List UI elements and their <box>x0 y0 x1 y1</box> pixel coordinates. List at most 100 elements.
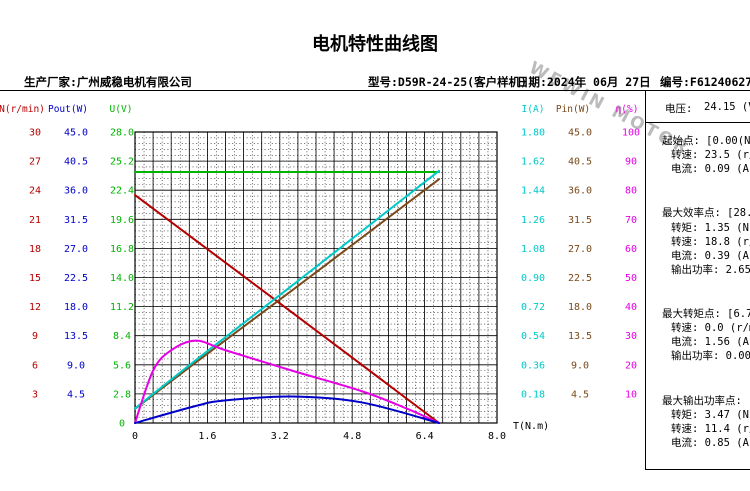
x-axis-label: T(N.m) <box>513 421 549 432</box>
y-tick-label: 22.5 <box>568 273 592 284</box>
y-tick-label: 2.8 <box>113 389 131 400</box>
y-tick-label: 45.0 <box>568 128 592 139</box>
y-tick-label: 14.0 <box>110 273 134 284</box>
x-tick-label: 1.6 <box>198 431 216 442</box>
y-tick-label: 27.0 <box>568 244 592 255</box>
y-axis-label: I(A) <box>522 104 545 115</box>
y-tick-label: 3 <box>32 389 38 400</box>
start-point-speed: 转速: 23.5 (r/min) <box>671 149 750 161</box>
y-tick-label: 100 <box>622 128 640 139</box>
y-tick-label: 18.0 <box>64 302 88 313</box>
y-axis-label: U(V) <box>110 104 133 115</box>
y-tick-label: 50 <box>625 273 637 284</box>
y-tick-label: 1.08 <box>521 244 545 255</box>
y-tick-label: 25.2 <box>110 157 134 168</box>
max-torque-current: 电流: 1.56 (A) <box>671 336 750 348</box>
y-tick-label: 11.2 <box>110 302 134 313</box>
y-tick-label: 18 <box>29 244 41 255</box>
y-tick-label: 40.5 <box>64 157 88 168</box>
y-tick-label: 15 <box>29 273 41 284</box>
y-tick-label: 27 <box>29 157 41 168</box>
y-tick-label: 27.0 <box>64 244 88 255</box>
y-tick-label: 19.6 <box>110 215 134 226</box>
max-power-torque: 转矩: 3.47 (N.m) <box>671 409 750 421</box>
max-torque-title: 最大转矩点: [6.72 <box>662 308 750 320</box>
y-tick-label: 4.5 <box>571 389 589 400</box>
panel-voltage-value: 24.15 (V) <box>704 101 750 113</box>
y-tick-label: 1.62 <box>521 157 545 168</box>
y-tick-label: 60 <box>625 244 637 255</box>
x-tick-label: 6.4 <box>416 431 434 442</box>
max-torque-power: 输出功率: 0.00 <box>671 350 750 362</box>
y-tick-label: 36.0 <box>64 186 88 197</box>
y-tick-label: 5.6 <box>113 360 131 371</box>
y-tick-label: 16.8 <box>110 244 134 255</box>
y-tick-label: 22.4 <box>110 186 134 197</box>
y-tick-label: 31.5 <box>64 215 88 226</box>
x-tick-label: 0 <box>132 431 138 442</box>
y-tick-label: 0.54 <box>521 331 545 342</box>
panel-divider <box>645 122 750 123</box>
y-tick-label: 18.0 <box>568 302 592 313</box>
series-line <box>134 339 441 424</box>
panel-divider <box>645 469 750 470</box>
y-tick-label: 1.80 <box>521 128 545 139</box>
y-tick-label: 9.0 <box>571 360 589 371</box>
series-line <box>134 395 441 424</box>
y-tick-label: 90 <box>625 157 637 168</box>
y-tick-label: 8.4 <box>113 331 131 342</box>
axes: 0 1.6 3.2 4.8 6.4 8.0 T(N.m) N(r/min) 3 6 9 12 15 18 2… <box>0 104 640 442</box>
y-axis-label: Pin(W) <box>556 104 590 115</box>
y-tick-label: 36.0 <box>568 186 592 197</box>
motor-characteristic-chart: 0 1.6 3.2 4.8 6.4 8.0 T(N.m) N(r/min) 3 6 9 12 15 18 2… <box>0 104 640 442</box>
max-power-speed: 转速: 11.4 (r/min) <box>671 423 750 435</box>
y-tick-label: 30 <box>29 128 41 139</box>
y-tick-label: 1.26 <box>521 215 545 226</box>
y-tick-label: 0.90 <box>521 273 545 284</box>
series-line <box>134 178 441 410</box>
date-label: 日期:2024年 06月 27日 <box>517 75 651 89</box>
max-eff-power: 输出功率: 2.65 <box>671 264 750 276</box>
header-divider <box>0 90 750 91</box>
plot-frame <box>134 131 498 424</box>
x-tick-label: 4.8 <box>343 431 361 442</box>
y-axis-label: N(r/min) <box>0 104 45 115</box>
x-tick-label: 8.0 <box>488 431 506 442</box>
y-tick-label: 22.5 <box>64 273 88 284</box>
y-tick-label: 4.5 <box>67 389 85 400</box>
y-tick-label: 31.5 <box>568 215 592 226</box>
y-tick-label: 12 <box>29 302 41 313</box>
y-tick-label: 80 <box>625 186 637 197</box>
max-eff-torque: 转矩: 1.35 (N.m) <box>671 222 750 234</box>
y-tick-label: 70 <box>625 215 637 226</box>
manufacturer-label: 生产厂家:广州威稳电机有限公司 <box>24 75 192 89</box>
y-tick-label: 28.0 <box>110 128 134 139</box>
y-tick-label: 1.44 <box>521 186 545 197</box>
series-line <box>134 194 441 424</box>
max-eff-current: 电流: 0.39 (A) <box>671 250 750 262</box>
panel-voltage-label: 电压: <box>665 103 693 115</box>
y-tick-label: 20 <box>625 360 637 371</box>
max-power-current: 电流: 0.85 (A) <box>671 437 750 449</box>
start-point-title: 起始点: [0.00(N.m)] <box>662 135 750 147</box>
y-tick-label: 13.5 <box>64 331 88 342</box>
y-tick-label: 9.0 <box>67 360 85 371</box>
start-point-current: 电流: 0.09 (A) <box>671 163 750 175</box>
y-tick-label: 24 <box>29 186 41 197</box>
max-eff-title: 最大效率点: [28.3 <box>662 207 750 219</box>
y-tick-label: 0.72 <box>521 302 545 313</box>
y-tick-label: 40 <box>625 302 637 313</box>
y-tick-label: 30 <box>625 331 637 342</box>
y-tick-label: 0 <box>119 419 125 430</box>
series <box>134 169 441 424</box>
grid <box>134 131 498 424</box>
max-eff-speed: 转速: 18.8 (r/min) <box>671 236 750 248</box>
panel-divider <box>645 91 646 469</box>
y-tick-label: 21 <box>29 215 41 226</box>
max-torque-speed: 转速: 0.0 (r/min) <box>671 322 750 334</box>
max-power-title: 最大输出功率点: [4 <box>662 395 750 407</box>
y-tick-label: 0.18 <box>521 389 545 400</box>
y-tick-label: 6 <box>32 360 38 371</box>
y-tick-label: 13.5 <box>568 331 592 342</box>
